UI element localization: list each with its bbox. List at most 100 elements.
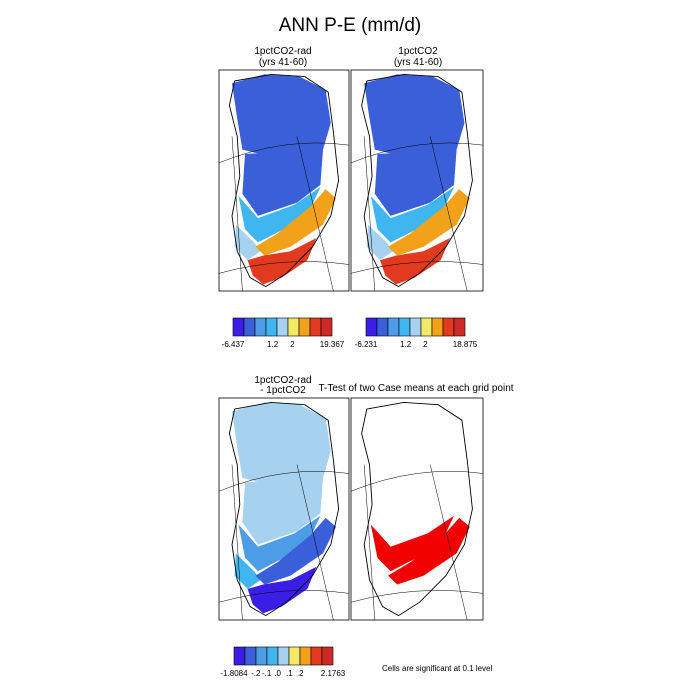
colorbar-label: 2.1763 [321, 669, 346, 678]
parallel-line [351, 590, 483, 603]
map-panels [218, 69, 484, 621]
field-southwest-interior [366, 224, 394, 261]
field-interior [374, 149, 457, 216]
colorbar-label: 2 [423, 340, 428, 349]
colorbar-1: -6.437 1.2 2 19.367 [222, 317, 345, 349]
colorbar-box [243, 317, 256, 337]
colorbar-box [442, 317, 455, 337]
colorbar-label: 2 [290, 340, 295, 349]
meridian-line [296, 136, 334, 291]
colorbar-box [265, 317, 278, 337]
parallel-line [351, 261, 483, 274]
colorbar-label: .1 [286, 669, 293, 678]
meridian-line [429, 136, 468, 291]
colorbar-box [276, 317, 289, 337]
colorbar-label: .0 [274, 669, 281, 678]
field-southeast-margin [255, 517, 336, 585]
panel-3-title-line1: 1pctCO2-rad [254, 375, 311, 386]
colorbar-label: 18.875 [453, 340, 478, 349]
map-frame [350, 69, 484, 292]
field-south-tip [380, 238, 450, 285]
colorbar-box [288, 646, 301, 666]
meridian-line [231, 136, 243, 291]
panel-1-title-line2: (yrs 41-60) [259, 57, 307, 68]
colorbar-box [431, 317, 444, 337]
field-south-central [370, 515, 454, 572]
colorbar-box [299, 646, 312, 666]
map-panel-2 [350, 69, 484, 292]
panel-2-title-line1: 1pctCO2 [398, 46, 438, 57]
colorbar-box [365, 317, 378, 337]
field-southeast-margin [388, 517, 470, 585]
meridian-line [363, 136, 376, 291]
panel-2-title-line2: (yrs 41-60) [394, 57, 442, 68]
field-south-tip [247, 566, 317, 614]
colorbar-box [321, 646, 334, 666]
colorbar-label: .2 [297, 669, 304, 678]
colorbar-box [232, 317, 245, 337]
map-frame [218, 397, 350, 621]
map-frame [350, 397, 484, 621]
colorbar-box [254, 317, 267, 337]
field-southeast-margin [388, 189, 470, 256]
map-frame [218, 69, 350, 292]
field-interior [242, 149, 323, 216]
field-southeast-margin [255, 189, 336, 256]
map-panel-3 [218, 397, 350, 621]
main-title: ANN P-E (mm/d) [279, 15, 422, 36]
field-north [232, 402, 331, 487]
colorbars: -6.437 1.2 2 19.367 -6.231 1.2 2 18.875-1.8084-… [220, 317, 478, 678]
field-southwest-interior [234, 553, 261, 589]
colorbar-box [376, 317, 389, 337]
colorbar-box [287, 317, 300, 337]
parallel-line [219, 261, 349, 274]
colorbar-3: -1.8084 -.2 -.1.0 .1 .2 2.1763 [220, 646, 346, 678]
colorbar-box [420, 317, 433, 337]
field-southwest-interior [234, 224, 261, 261]
colorbar-box [309, 317, 322, 337]
colorbar-2: -6.231 1.2 2 18.875 [355, 317, 478, 349]
colorbar-box [277, 646, 290, 666]
field-south-tip [247, 238, 317, 285]
map-panel-1 [218, 69, 350, 292]
colorbar-box [398, 317, 411, 337]
field-north [232, 74, 331, 159]
meridian-line [231, 464, 243, 620]
significance-note: Cells are significant at 0.1 level [382, 664, 493, 673]
colorbar-label: -6.231 [355, 340, 378, 349]
field-south-central [370, 187, 454, 243]
coastline [228, 401, 340, 617]
map-panel-4 [350, 397, 484, 621]
colorbar-box [320, 317, 333, 337]
colorbar-box [387, 317, 400, 337]
colorbar-box [409, 317, 422, 337]
colorbar-box [298, 317, 311, 337]
colorbar-box [310, 646, 323, 666]
colorbar-box [244, 646, 257, 666]
colorbar-box [233, 646, 246, 666]
field-interior [242, 477, 323, 545]
map-background [351, 398, 483, 620]
colorbar-label: 1.2 [267, 340, 279, 349]
meridian-line [363, 464, 376, 620]
colorbar-label: 1.2 [400, 340, 412, 349]
panel-1-title-line1: 1pctCO2-rad [254, 46, 311, 57]
colorbar-label: -.2 [251, 669, 261, 678]
colorbar-box [266, 646, 279, 666]
colorbar-label: -.1 [262, 669, 272, 678]
meridian-line [429, 464, 468, 620]
colorbar-box [453, 317, 466, 337]
coastline [361, 73, 473, 288]
colorbar-label: -6.437 [222, 340, 245, 349]
colorbar-label: 19.367 [320, 340, 345, 349]
colorbar-box [255, 646, 268, 666]
parallel-line [219, 590, 349, 603]
meridian-line [296, 464, 334, 620]
field-north [364, 74, 465, 159]
colorbar-label: -1.8084 [220, 669, 248, 678]
panel-3-title-line2: - 1pctCO2 [260, 385, 306, 396]
coastline [228, 73, 340, 288]
panel-4-title: T-Test of two Case means at each grid po… [318, 383, 513, 394]
field-south-central [238, 187, 321, 243]
